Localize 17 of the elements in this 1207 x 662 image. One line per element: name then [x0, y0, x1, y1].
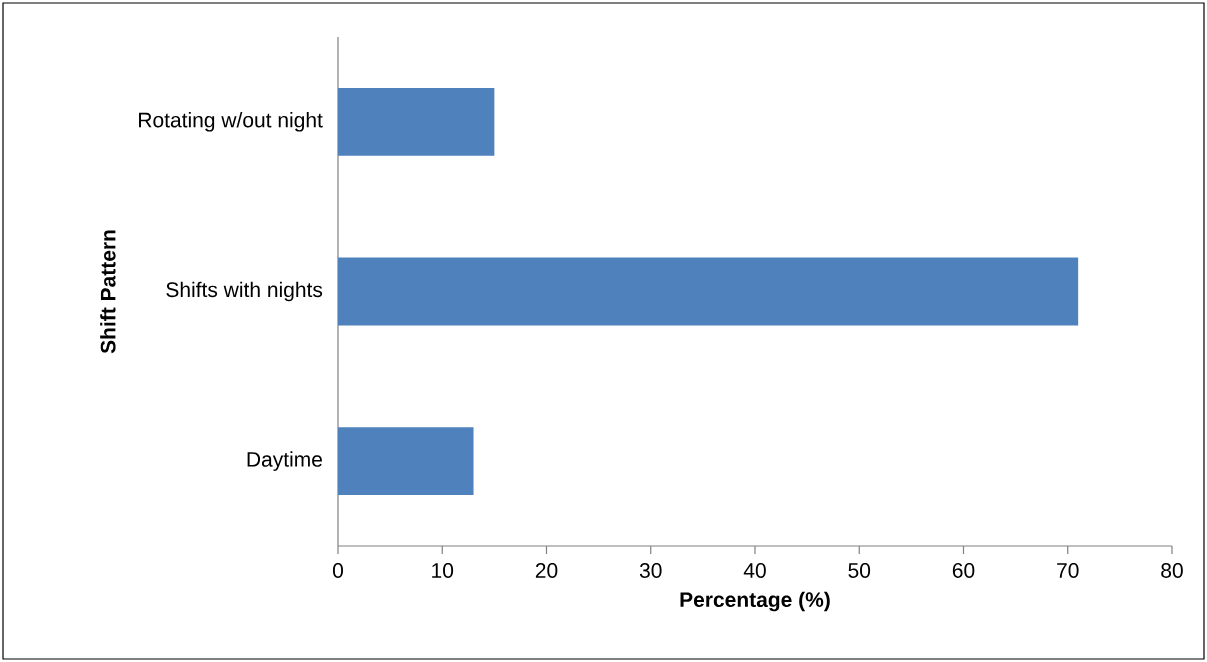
x-tick-label: 80 [1161, 563, 1183, 578]
y-tick-label: Rotating w/out night [139, 112, 323, 132]
x-tick-label: 50 [848, 563, 871, 578]
bar [338, 427, 474, 496]
x-tick-label: 10 [432, 563, 454, 578]
x-tick-label: 60 [952, 563, 975, 578]
x-axis-title: Percentage (%) [680, 591, 830, 612]
x-tick-label: 0 [332, 563, 344, 578]
x-tick-label: 70 [1057, 563, 1079, 578]
bar [338, 257, 1079, 326]
y-tick-label: Shifts with nights [166, 281, 323, 302]
y-axis-title: Shift Pattern [100, 230, 116, 354]
y-tick-label: Daytime [247, 451, 322, 471]
bar [338, 87, 495, 156]
x-tick-label: 30 [639, 563, 662, 578]
x-tick-label: 20 [535, 563, 558, 578]
x-tick-label: 40 [743, 563, 766, 578]
